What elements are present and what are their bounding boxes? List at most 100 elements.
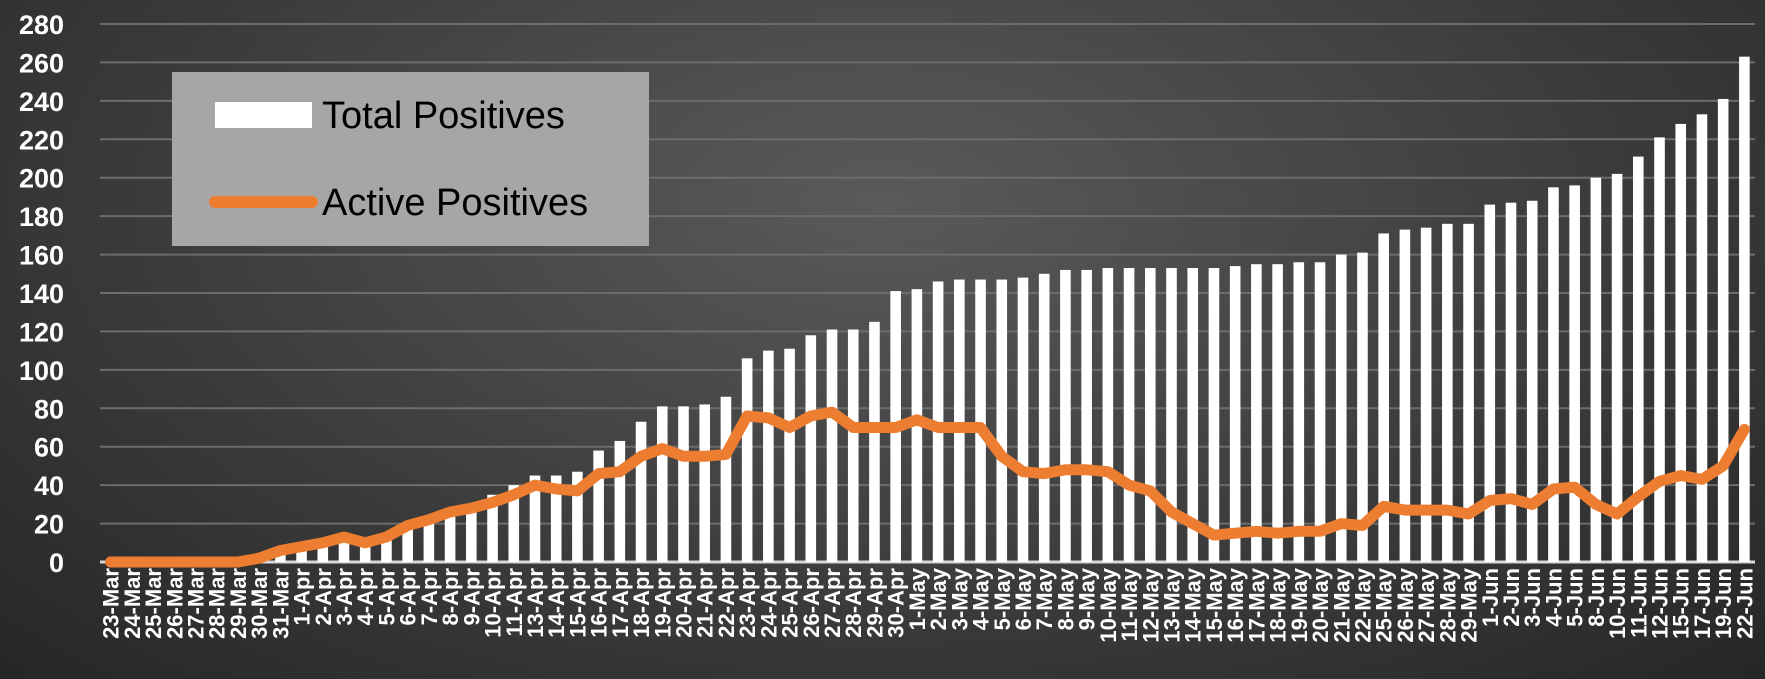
x-tick-label: 25-May: [1372, 567, 1397, 642]
x-tick-label: 8-Jun: [1584, 568, 1609, 627]
x-tick-label: 3-May: [947, 567, 972, 630]
bar-total-positives: [1038, 273, 1050, 562]
y-tick-label: 160: [19, 241, 64, 271]
x-tick-label: 5-Jun: [1563, 568, 1588, 627]
bar-total-positives: [1123, 268, 1135, 562]
x-tick-label: 19-May: [1287, 567, 1312, 642]
x-tick-label: 15-Jun: [1669, 568, 1694, 639]
bar-total-positives: [720, 396, 732, 562]
bar-total-positives: [1696, 114, 1708, 563]
x-tick-label: 19-Jun: [1711, 568, 1736, 639]
y-tick-label: 200: [19, 164, 64, 194]
x-tick-label: 17-Apr: [608, 568, 633, 638]
x-tick-label: 5-May: [990, 567, 1015, 630]
bar-total-positives: [1060, 269, 1071, 562]
legend-swatch-total-positives: [215, 102, 312, 128]
legend-label-active-positives: Active Positives: [322, 182, 588, 224]
bar-total-positives: [508, 485, 520, 562]
bar-total-positives: [1675, 123, 1687, 563]
bar-total-positives: [1102, 268, 1114, 562]
y-tick-label: 40: [34, 471, 64, 501]
bar-total-positives: [1208, 268, 1220, 562]
x-tick-label: 20-Apr: [671, 568, 696, 638]
bar-total-positives: [699, 404, 711, 562]
bar-total-positives: [847, 329, 859, 562]
bar-total-positives: [1442, 223, 1453, 563]
legend: Total Positives Active Positives: [172, 72, 649, 246]
y-tick-label: 220: [19, 125, 64, 155]
bar-total-positives: [359, 538, 371, 562]
y-tick-label: 280: [19, 10, 64, 40]
bar-total-positives: [402, 523, 413, 562]
x-tick-label: 27-Mar: [183, 568, 208, 639]
bar-total-positives: [1463, 223, 1474, 563]
x-tick-label: 3-Apr: [332, 568, 357, 626]
bar-total-positives: [1484, 204, 1496, 562]
x-tick-label: 23-Mar: [99, 568, 124, 639]
x-tick-label: 12-May: [1138, 567, 1163, 642]
x-tick-label: 18-May: [1266, 567, 1291, 642]
x-tick-label: 18-Apr: [629, 568, 654, 638]
x-tick-label: 16-Apr: [587, 568, 612, 638]
bar-total-positives: [741, 358, 753, 562]
x-tick-label: 24-Mar: [120, 568, 145, 639]
bar-total-positives: [423, 519, 435, 562]
bar-total-positives: [1526, 200, 1538, 562]
bar-total-positives: [784, 348, 795, 562]
bar-total-positives: [381, 533, 392, 562]
x-tick-label: 8-Apr: [438, 568, 463, 626]
x-tick-label: 10-Jun: [1605, 568, 1630, 639]
y-tick-label: 240: [19, 87, 64, 117]
bar-total-positives: [1293, 262, 1305, 562]
bar-total-positives: [1335, 254, 1347, 563]
x-tick-label: 24-Apr: [756, 568, 781, 638]
y-tick-label: 80: [34, 394, 64, 424]
y-tick-label: 60: [34, 433, 64, 463]
bar-total-positives: [1717, 98, 1729, 562]
bar-total-positives: [275, 552, 286, 562]
bar-total-positives: [1590, 177, 1602, 562]
bar-total-positives: [487, 494, 498, 562]
x-tick-label: 7-Apr: [417, 568, 442, 626]
x-tick-label: 22-May: [1350, 567, 1375, 642]
x-tick-label: 11-Jun: [1626, 568, 1651, 638]
line-active-positives: [105, 406, 1750, 568]
bar-total-positives: [869, 321, 880, 562]
x-tick-label: 29-Mar: [226, 568, 251, 639]
bar-total-positives: [338, 538, 350, 562]
bar-total-positives: [1611, 173, 1623, 562]
x-tick-label: 6-May: [1011, 567, 1036, 630]
x-tick-label: 27-Apr: [820, 568, 845, 638]
x-tick-label: 2-Apr: [311, 568, 336, 626]
x-tick-label: 16-May: [1223, 567, 1248, 642]
y-axis-ticks: 0 20 40 60 80 100 120 140 160 180 200 220 240 260 280: [19, 10, 64, 578]
x-tick-label: 15-May: [1202, 567, 1227, 642]
bar-total-positives: [614, 440, 626, 562]
legend-label-total-positives: Total Positives: [322, 95, 565, 137]
x-tick-label: 27-May: [1414, 567, 1439, 642]
x-tick-label: 26-Mar: [162, 568, 187, 639]
x-tick-label: 22-Jun: [1732, 568, 1757, 639]
x-tick-label: 21-May: [1329, 567, 1354, 642]
x-tick-label: 9-Apr: [459, 568, 484, 626]
bar-total-positives: [1505, 202, 1517, 562]
x-tick-label: 10-May: [1096, 567, 1121, 642]
x-tick-label: 28-Apr: [841, 568, 866, 638]
x-tick-label: 1-Jun: [1478, 568, 1503, 627]
x-tick-label: 17-May: [1244, 567, 1269, 642]
active-positives-line-layer: [105, 406, 1750, 568]
bar-total-positives: [1187, 268, 1199, 562]
x-tick-label: 17-Jun: [1690, 568, 1715, 639]
x-tick-label: 12-Jun: [1648, 568, 1673, 639]
bar-total-positives: [1144, 268, 1156, 562]
x-tick-label: 21-Apr: [693, 568, 718, 638]
x-tick-label: 15-Apr: [565, 568, 590, 638]
x-tick-label: 2-May: [926, 567, 951, 630]
x-tick-label: 1-Apr: [290, 568, 315, 626]
bar-total-positives: [826, 329, 838, 562]
x-tick-label: 3-Jun: [1520, 568, 1545, 627]
x-tick-label: 1-May: [905, 567, 930, 630]
x-tick-label: 26-May: [1393, 567, 1418, 642]
bar-total-positives: [1378, 233, 1389, 562]
